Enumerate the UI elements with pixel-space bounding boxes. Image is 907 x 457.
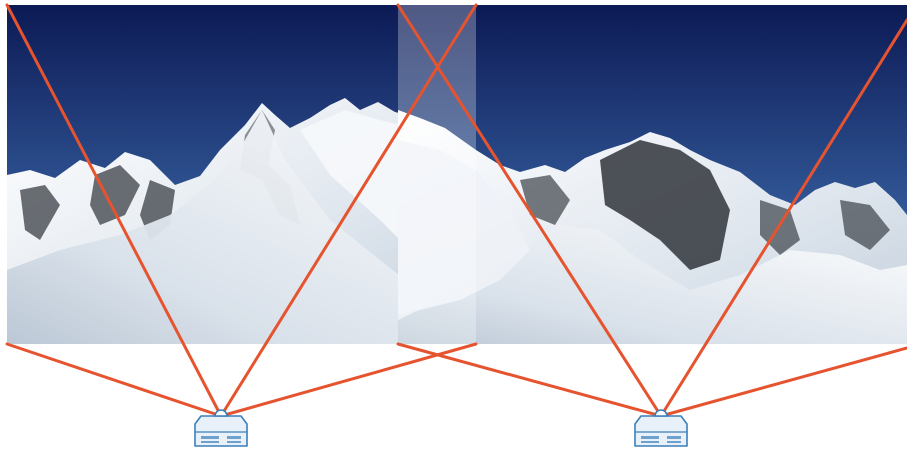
left-projector: [194, 409, 248, 447]
edge-blend-overlap: [398, 5, 476, 344]
left-beam-bottom-left: [5, 342, 223, 418]
right-beam-top-right: [659, 18, 907, 418]
right-projected-image: [398, 5, 907, 344]
projection-beams: [5, 3, 907, 418]
left-front-slope: [7, 110, 476, 344]
left-projected-image: [7, 5, 476, 344]
left-rock-face: [20, 165, 175, 240]
right-beam-bottom-left: [396, 342, 663, 418]
left-beam-bottom-right: [219, 342, 478, 418]
right-rock-face: [600, 140, 730, 270]
right-rock-face-2: [520, 175, 890, 255]
left-beam-top-right: [219, 3, 478, 418]
right-glacier: [398, 140, 530, 315]
right-beam-top-left: [396, 3, 663, 418]
right-projector: [634, 409, 688, 447]
left-beam-top-left: [5, 3, 223, 418]
right-beam-bottom-right: [659, 346, 907, 418]
